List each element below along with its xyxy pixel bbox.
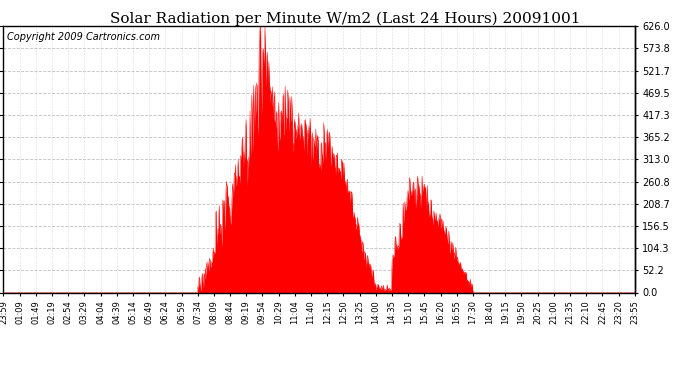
Text: Solar Radiation per Minute W/m2 (Last 24 Hours) 20091001: Solar Radiation per Minute W/m2 (Last 24…: [110, 11, 580, 26]
Text: Copyright 2009 Cartronics.com: Copyright 2009 Cartronics.com: [7, 32, 159, 42]
